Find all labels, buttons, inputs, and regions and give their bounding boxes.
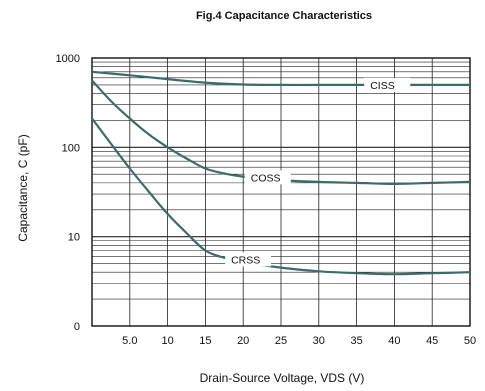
y-tick-label: 10	[68, 232, 80, 244]
x-tick-label: 10	[161, 335, 173, 347]
series-labels: CISS COSS CRSS	[225, 77, 411, 267]
series-label-coss: COSS	[251, 172, 281, 184]
series-line-crss	[91, 117, 471, 276]
tick-labels: 5.0 10 15 20 25 30 35 40 45 50 0 10 100 1000	[56, 53, 477, 347]
plot-frame	[91, 57, 471, 327]
x-tick-label: 5.0	[122, 335, 137, 347]
grid-lines	[92, 58, 470, 326]
series-label-ciss: CISS	[370, 80, 395, 92]
x-tick-label: 40	[388, 335, 400, 347]
x-tick-label: 30	[313, 335, 325, 347]
x-tick-label: 35	[350, 335, 362, 347]
series-label-crss: CRSS	[231, 254, 260, 266]
series-label-box-crss	[225, 252, 272, 267]
series-label-box-coss	[244, 170, 291, 185]
x-tick-label: 45	[426, 335, 438, 347]
y-tick-label: 0	[74, 321, 80, 333]
y-axis-label: Capacitance, C (pF)	[16, 134, 30, 241]
series-line-coss	[91, 79, 471, 186]
y-tick-label: 100	[62, 142, 80, 154]
chart-title: Fig.4 Capacitance Characteristics	[196, 10, 372, 22]
series-label-box-ciss	[364, 77, 411, 92]
x-tick-label: 15	[199, 335, 211, 347]
x-axis-label: Drain-Source Voltage, VDS (V)	[200, 371, 365, 385]
x-tick-label: 25	[275, 335, 287, 347]
y-tick-label: 1000	[56, 53, 80, 65]
x-tick-label: 50	[464, 335, 476, 347]
x-tick-label: 20	[237, 335, 249, 347]
